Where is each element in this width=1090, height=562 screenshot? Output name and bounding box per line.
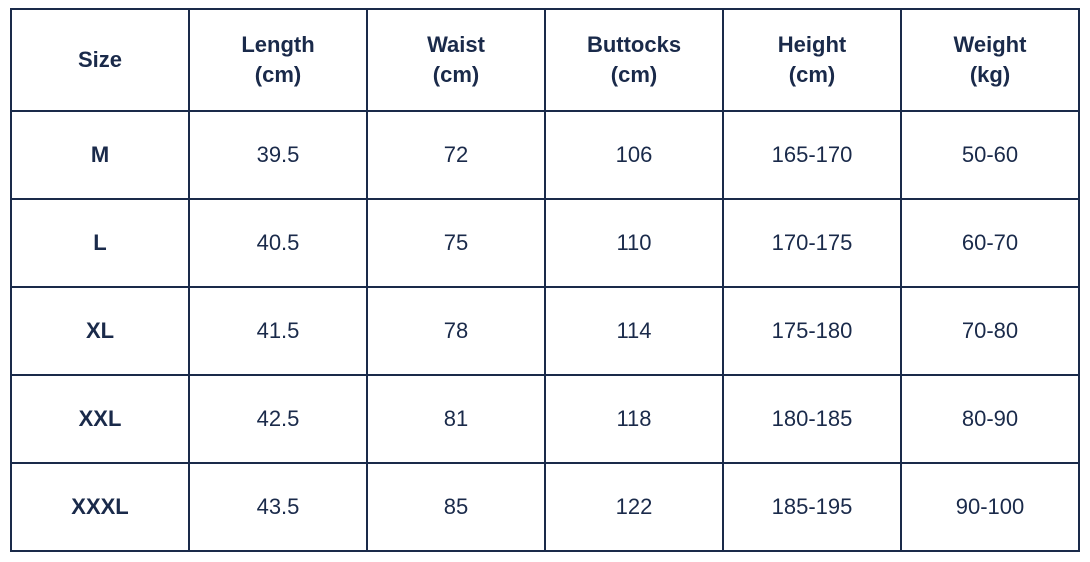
col-header-unit: (cm) [546, 60, 722, 90]
col-header-length: Length (cm) [189, 9, 367, 111]
cell-length: 40.5 [189, 199, 367, 287]
col-header-unit: (cm) [368, 60, 544, 90]
cell-height: 165-170 [723, 111, 901, 199]
cell-size: XXL [11, 375, 189, 463]
col-header-unit: (cm) [724, 60, 900, 90]
cell-weight: 80-90 [901, 375, 1079, 463]
cell-waist: 72 [367, 111, 545, 199]
cell-length: 42.5 [189, 375, 367, 463]
col-header-unit: (cm) [190, 60, 366, 90]
cell-buttocks: 106 [545, 111, 723, 199]
col-header-size: Size [11, 9, 189, 111]
cell-waist: 81 [367, 375, 545, 463]
cell-buttocks: 110 [545, 199, 723, 287]
col-header-unit: (kg) [902, 60, 1078, 90]
col-header-height: Height (cm) [723, 9, 901, 111]
cell-weight: 90-100 [901, 463, 1079, 551]
cell-weight: 50-60 [901, 111, 1079, 199]
cell-height: 170-175 [723, 199, 901, 287]
table-row: XXXL 43.5 85 122 185-195 90-100 [11, 463, 1079, 551]
cell-height: 175-180 [723, 287, 901, 375]
col-header-label: Height [724, 30, 900, 60]
cell-size: XXXL [11, 463, 189, 551]
cell-weight: 70-80 [901, 287, 1079, 375]
col-header-label: Waist [368, 30, 544, 60]
cell-length: 41.5 [189, 287, 367, 375]
col-header-buttocks: Buttocks (cm) [545, 9, 723, 111]
col-header-label: Buttocks [546, 30, 722, 60]
cell-height: 185-195 [723, 463, 901, 551]
cell-waist: 75 [367, 199, 545, 287]
cell-buttocks: 122 [545, 463, 723, 551]
cell-weight: 60-70 [901, 199, 1079, 287]
cell-buttocks: 118 [545, 375, 723, 463]
table-row: XXL 42.5 81 118 180-185 80-90 [11, 375, 1079, 463]
col-header-waist: Waist (cm) [367, 9, 545, 111]
col-header-label: Size [12, 45, 188, 75]
cell-length: 43.5 [189, 463, 367, 551]
col-header-label: Weight [902, 30, 1078, 60]
cell-size: M [11, 111, 189, 199]
table-row: M 39.5 72 106 165-170 50-60 [11, 111, 1079, 199]
cell-waist: 78 [367, 287, 545, 375]
table-row: L 40.5 75 110 170-175 60-70 [11, 199, 1079, 287]
table-row: XL 41.5 78 114 175-180 70-80 [11, 287, 1079, 375]
table-header-row: Size Length (cm) Waist (cm) Buttocks (cm… [11, 9, 1079, 111]
cell-size: L [11, 199, 189, 287]
cell-waist: 85 [367, 463, 545, 551]
size-chart-container: Size Length (cm) Waist (cm) Buttocks (cm… [0, 0, 1090, 562]
size-chart-table: Size Length (cm) Waist (cm) Buttocks (cm… [10, 8, 1080, 552]
col-header-weight: Weight (kg) [901, 9, 1079, 111]
cell-buttocks: 114 [545, 287, 723, 375]
cell-size: XL [11, 287, 189, 375]
cell-height: 180-185 [723, 375, 901, 463]
col-header-label: Length [190, 30, 366, 60]
cell-length: 39.5 [189, 111, 367, 199]
